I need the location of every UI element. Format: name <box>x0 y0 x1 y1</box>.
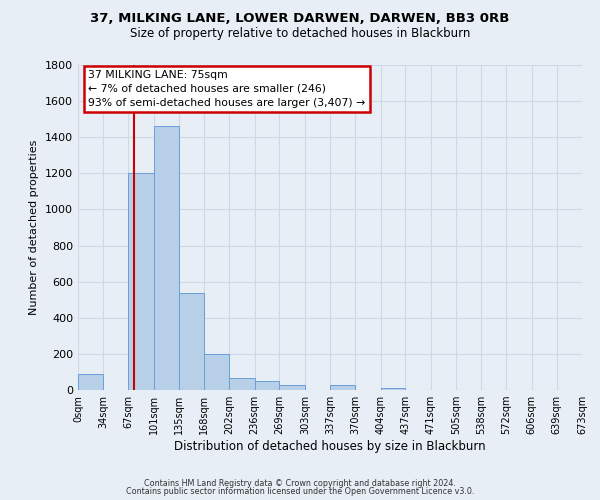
Bar <box>179 292 204 390</box>
X-axis label: Distribution of detached houses by size in Blackburn: Distribution of detached houses by size … <box>174 440 486 453</box>
Bar <box>229 378 255 390</box>
Bar <box>204 354 229 390</box>
Text: 37 MILKING LANE: 75sqm
← 7% of detached houses are smaller (246)
93% of semi-det: 37 MILKING LANE: 75sqm ← 7% of detached … <box>88 70 365 108</box>
Y-axis label: Number of detached properties: Number of detached properties <box>29 140 40 315</box>
Text: Contains public sector information licensed under the Open Government Licence v3: Contains public sector information licen… <box>126 487 474 496</box>
Text: 37, MILKING LANE, LOWER DARWEN, DARWEN, BB3 0RB: 37, MILKING LANE, LOWER DARWEN, DARWEN, … <box>91 12 509 26</box>
Bar <box>255 382 280 390</box>
Text: Size of property relative to detached houses in Blackburn: Size of property relative to detached ho… <box>130 28 470 40</box>
Bar <box>380 388 405 390</box>
Bar <box>128 174 154 390</box>
Bar <box>331 386 355 390</box>
Bar <box>154 126 179 390</box>
Bar <box>280 384 305 390</box>
Text: Contains HM Land Registry data © Crown copyright and database right 2024.: Contains HM Land Registry data © Crown c… <box>144 478 456 488</box>
Bar <box>78 374 103 390</box>
